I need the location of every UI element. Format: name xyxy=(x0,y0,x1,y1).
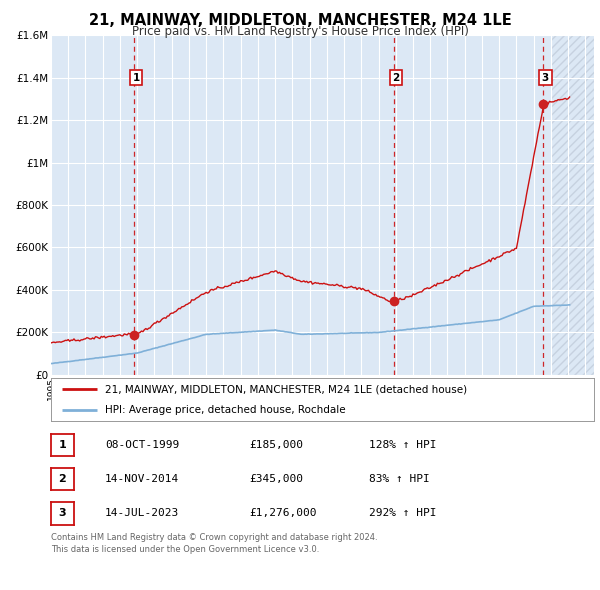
Text: £345,000: £345,000 xyxy=(249,474,303,484)
Text: 14-JUL-2023: 14-JUL-2023 xyxy=(105,509,179,518)
Text: Contains HM Land Registry data © Crown copyright and database right 2024.: Contains HM Land Registry data © Crown c… xyxy=(51,533,377,542)
Text: Price paid vs. HM Land Registry's House Price Index (HPI): Price paid vs. HM Land Registry's House … xyxy=(131,25,469,38)
Text: 1: 1 xyxy=(133,73,140,83)
Text: HPI: Average price, detached house, Rochdale: HPI: Average price, detached house, Roch… xyxy=(106,405,346,415)
Text: 292% ↑ HPI: 292% ↑ HPI xyxy=(369,509,437,518)
Text: 21, MAINWAY, MIDDLETON, MANCHESTER, M24 1LE: 21, MAINWAY, MIDDLETON, MANCHESTER, M24 … xyxy=(89,13,511,28)
Text: 3: 3 xyxy=(59,509,66,518)
Text: 2: 2 xyxy=(392,73,400,83)
Text: 21, MAINWAY, MIDDLETON, MANCHESTER, M24 1LE (detached house): 21, MAINWAY, MIDDLETON, MANCHESTER, M24 … xyxy=(106,384,467,394)
Text: 2: 2 xyxy=(59,474,66,484)
Text: £1,276,000: £1,276,000 xyxy=(249,509,317,518)
Text: 3: 3 xyxy=(542,73,549,83)
Text: 14-NOV-2014: 14-NOV-2014 xyxy=(105,474,179,484)
Text: 08-OCT-1999: 08-OCT-1999 xyxy=(105,440,179,450)
Text: This data is licensed under the Open Government Licence v3.0.: This data is licensed under the Open Gov… xyxy=(51,545,319,554)
Bar xyxy=(551,35,594,375)
Text: 128% ↑ HPI: 128% ↑ HPI xyxy=(369,440,437,450)
Text: 1: 1 xyxy=(59,440,66,450)
Text: £185,000: £185,000 xyxy=(249,440,303,450)
Bar xyxy=(551,35,594,375)
Text: 83% ↑ HPI: 83% ↑ HPI xyxy=(369,474,430,484)
